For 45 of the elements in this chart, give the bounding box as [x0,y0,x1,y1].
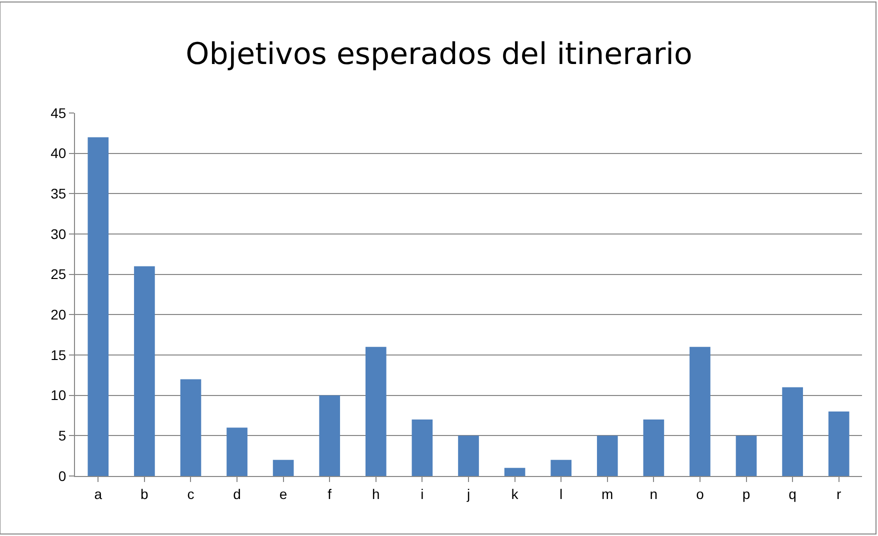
bar [550,460,572,476]
x-tick-label: e [279,486,288,502]
bar [412,420,433,476]
bar [319,395,340,476]
y-tick-label: 15 [50,346,66,363]
x-tick-label: i [420,486,424,502]
x-tick-label: a [94,486,102,502]
x-tick-label: m [602,486,614,502]
y-tick-label: 0 [58,468,66,484]
bar [596,436,618,476]
x-tick-label: j [466,486,470,502]
y-tick-label: 25 [50,266,66,282]
x-tick-label: r [836,486,842,502]
chart-title: Objetivos esperados del itinerario [186,37,692,72]
x-tick-label: h [372,486,380,502]
x-tick-label: n [650,486,658,502]
bar [180,379,202,476]
y-tick-label: 30 [50,226,66,242]
y-tick-label: 10 [50,387,66,404]
x-tick-label: f [328,486,332,502]
x-tick-label: p [742,486,750,502]
bar [736,436,757,476]
bar [690,346,710,476]
bar [504,468,526,476]
x-tick-label: c [187,486,194,502]
bar [828,411,850,476]
x-tick-label: l [560,486,563,502]
bar [458,436,479,476]
y-tick-label: 5 [58,428,66,444]
x-tick-label: d [233,486,241,502]
y-tick-label: 20 [50,306,66,323]
bar [226,428,248,476]
x-tick-label: b [140,486,149,502]
bar [88,137,109,476]
bar [643,420,664,476]
x-tick-label: q [788,486,796,502]
y-tick-label: 45 [50,104,66,121]
bar [272,460,294,476]
x-tick-label: k [511,486,520,502]
y-tick-label: 35 [50,186,66,202]
bar [134,266,155,476]
x-tick-label: o [696,486,704,502]
bar [366,346,386,476]
bar [782,387,803,476]
y-tick-label: 40 [50,145,66,162]
